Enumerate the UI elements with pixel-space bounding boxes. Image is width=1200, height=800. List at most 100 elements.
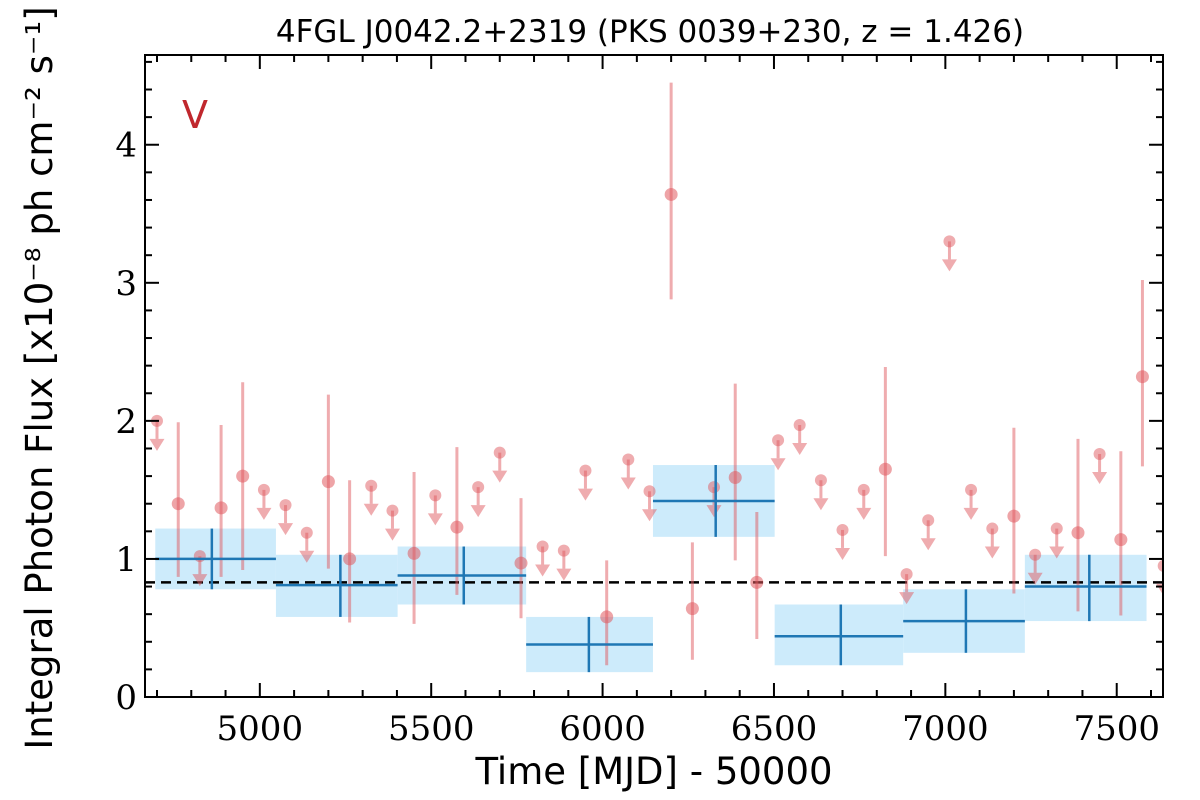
upper-limit-arrow xyxy=(963,507,979,520)
upper-limit-point xyxy=(1050,522,1063,535)
flux-point xyxy=(1114,533,1128,547)
upper-limit-arrow xyxy=(299,550,315,563)
upper-limit-point xyxy=(472,481,485,494)
upper-limit-point xyxy=(536,540,549,553)
flux-point xyxy=(600,610,614,624)
flux-point xyxy=(343,552,357,566)
upper-limit-arrow xyxy=(363,503,379,516)
flux-point xyxy=(1071,526,1085,540)
x-tick-label: 5500 xyxy=(388,709,475,749)
upper-limit-arrow xyxy=(535,564,551,577)
flux-point xyxy=(1007,509,1021,523)
upper-limit-point xyxy=(386,504,399,517)
x-tick-label: 5000 xyxy=(217,709,304,749)
upper-limit-point xyxy=(622,453,635,466)
flux-point xyxy=(685,602,699,616)
upper-limit-point xyxy=(814,474,827,487)
upper-limit-arrow xyxy=(813,498,829,511)
upper-limit-arrow xyxy=(192,574,208,587)
plot-frame xyxy=(144,54,1164,698)
y-tick-label: 1 xyxy=(115,540,137,580)
upper-limit-point xyxy=(857,483,870,496)
upper-limit-arrow xyxy=(256,507,272,520)
upper-limit-point xyxy=(365,479,378,492)
upper-limit-point xyxy=(279,499,292,512)
upper-limit-arrow xyxy=(620,477,636,490)
upper-limit-point xyxy=(300,526,313,539)
chart-title: 4FGL J0042.2+2319 (PKS 0039+230, z = 1.4… xyxy=(276,14,1024,50)
x-tick-label: 7500 xyxy=(1073,709,1160,749)
upper-limit-point xyxy=(193,550,206,563)
upper-limit-point xyxy=(943,235,956,248)
axes-frame xyxy=(144,54,1164,698)
upper-limit-point xyxy=(1093,448,1106,461)
y-tick-label: 3 xyxy=(115,264,137,304)
upper-limit-arrow xyxy=(642,509,658,522)
upper-limit-arrow xyxy=(984,546,1000,559)
upper-limit-point xyxy=(429,489,442,502)
upper-limit-arrow xyxy=(1027,572,1043,585)
flux-point xyxy=(214,501,228,515)
upper-limit-arrow xyxy=(427,513,443,526)
upper-limit-point xyxy=(965,483,978,496)
upper-limit-arrow xyxy=(278,523,294,536)
upper-limit-arrow xyxy=(770,458,786,471)
upper-limit-point xyxy=(579,464,592,477)
upper-limit-point xyxy=(772,434,785,447)
upper-limit-arrow xyxy=(941,259,957,272)
upper-limit-arrow xyxy=(556,568,572,581)
x-tick-label: 6000 xyxy=(559,709,646,749)
upper-limit-point xyxy=(900,568,913,581)
upper-limit-arrow xyxy=(835,547,851,560)
flux-point xyxy=(750,575,764,589)
upper-limit-point xyxy=(707,481,720,494)
upper-limit-point xyxy=(493,446,506,459)
y-tick-label: 4 xyxy=(115,126,137,166)
upper-limit-arrow xyxy=(384,528,400,541)
upper-limit-arrow xyxy=(577,488,593,501)
upper-limit-arrow xyxy=(1092,472,1108,485)
panel-label: V xyxy=(182,93,208,137)
upper-limit-arrow xyxy=(856,507,872,520)
upper-limit-point xyxy=(986,522,999,535)
flux-point xyxy=(236,469,250,483)
flux-point xyxy=(878,462,892,476)
flux-point xyxy=(321,475,335,489)
upper-limit-arrow xyxy=(899,592,915,605)
upper-limit-point xyxy=(257,483,270,496)
flux-point xyxy=(171,497,185,511)
flux-point xyxy=(728,470,742,484)
flux-point xyxy=(450,520,464,534)
y-axis-ticks: 0 1 2 3 4 xyxy=(115,60,1163,718)
bin-errorbars xyxy=(155,465,1147,673)
flux-points xyxy=(149,82,1163,666)
x-tick-label: 6500 xyxy=(731,709,818,749)
y-tick-label: 2 xyxy=(115,402,137,442)
x-axis-title: Time [MJD] - 50000 xyxy=(474,750,832,793)
upper-limit-arrow xyxy=(920,538,936,551)
upper-limit-arrow xyxy=(1049,546,1065,559)
y-axis-title: Integral Photon Flux [x10⁻⁸ ph cm⁻² s⁻¹] xyxy=(18,6,61,749)
upper-limit-arrow xyxy=(492,470,508,483)
upper-limit-point xyxy=(557,544,570,557)
bin-band xyxy=(1024,554,1147,622)
flux-point xyxy=(1135,370,1149,384)
upper-limit-arrow xyxy=(706,505,722,518)
upper-limit-point xyxy=(922,514,935,527)
upper-limit-arrow xyxy=(149,438,165,451)
upper-limit-point xyxy=(793,419,806,432)
upper-limit-point xyxy=(1029,548,1042,561)
upper-limit-point xyxy=(836,523,849,536)
upper-limit-arrow xyxy=(470,505,486,518)
y-tick-label: 0 xyxy=(115,678,137,718)
upper-limit-arrow xyxy=(792,443,808,456)
bin-band xyxy=(774,604,904,666)
flux-point xyxy=(407,546,421,560)
upper-limit-point xyxy=(643,485,656,498)
upper-limit-point xyxy=(1157,559,1163,572)
x-axis-ticks: 5000 5500 6000 6500 7000 7500 xyxy=(155,55,1160,749)
flux-point xyxy=(514,556,528,570)
flux-point xyxy=(664,187,678,201)
x-tick-label: 7000 xyxy=(902,709,989,749)
